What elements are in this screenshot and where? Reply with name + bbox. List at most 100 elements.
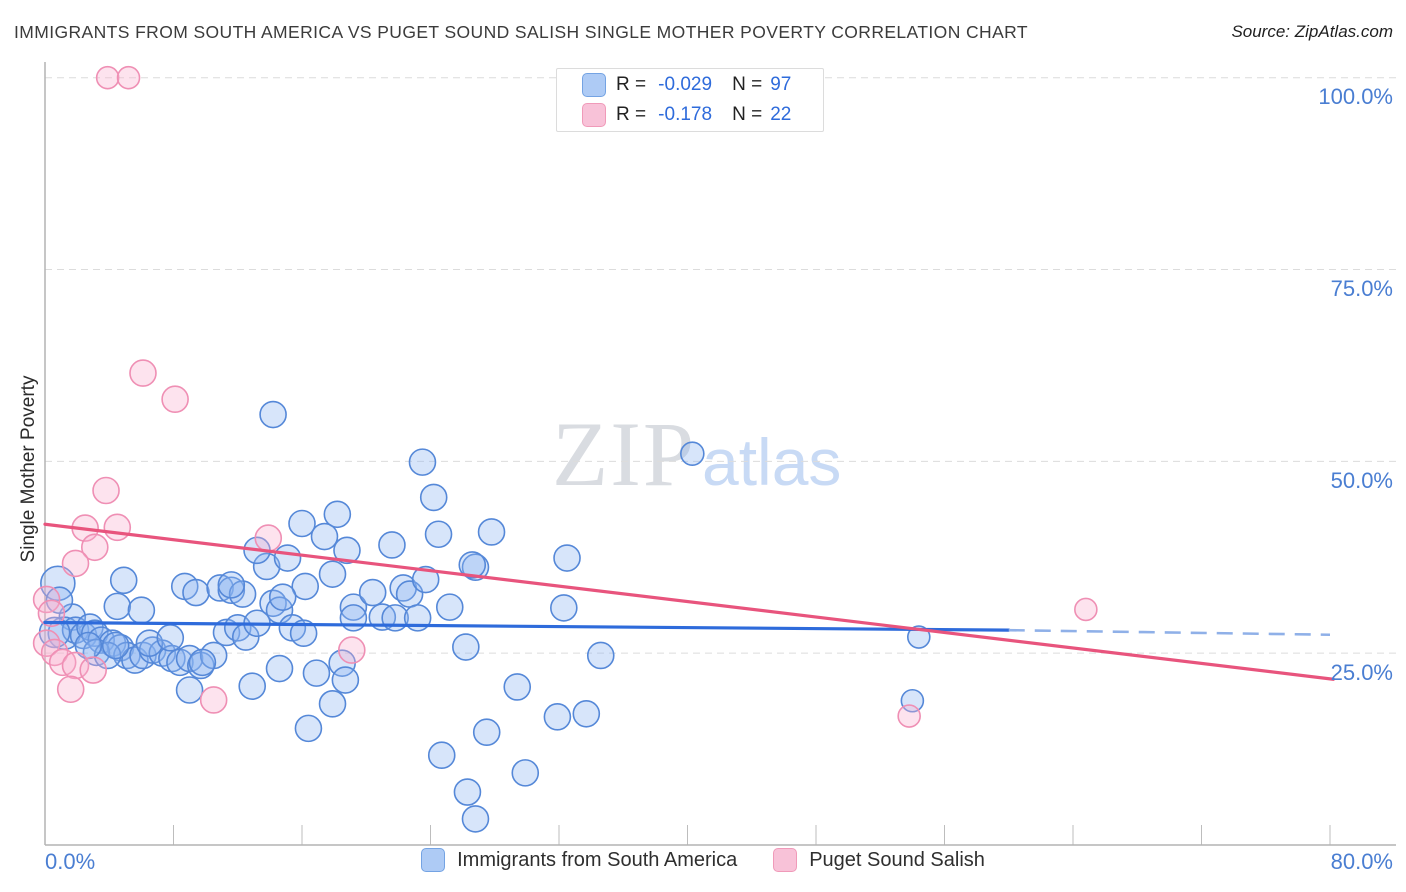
scatter-point-immigrants[interactable] (302, 659, 331, 687)
scatter-point-immigrants[interactable] (586, 641, 615, 670)
scatter-point-salish[interactable] (897, 704, 921, 728)
scatter-point-immigrants[interactable] (572, 699, 601, 728)
scatter-point-immigrants[interactable] (268, 583, 297, 611)
scatter-point-immigrants[interactable] (103, 592, 132, 621)
scatter-point-immigrants[interactable] (452, 633, 480, 661)
scatter-point-immigrants[interactable] (291, 572, 320, 601)
scatter-point-immigrants[interactable] (228, 580, 257, 608)
y-tick-label-100: 100.0% (1318, 84, 1393, 109)
n-label: N = (732, 74, 763, 95)
scatter-point-immigrants[interactable] (333, 536, 361, 565)
scatter-point-immigrants[interactable] (511, 759, 540, 787)
legend-item-salish: Puget Sound Salish (773, 848, 985, 872)
scatter-point-immigrants[interactable] (543, 703, 572, 731)
scatter-point-immigrants[interactable] (339, 593, 368, 621)
scatter-point-immigrants[interactable] (135, 629, 164, 658)
scatter-point-immigrants[interactable] (472, 718, 501, 747)
scatter-point-salish[interactable] (1074, 597, 1098, 622)
source-attribution: Source: ZipAtlas.com (1231, 22, 1393, 41)
scatter-point-immigrants[interactable] (427, 741, 456, 770)
scatter-point-immigrants[interactable] (411, 565, 440, 594)
scatter-point-immigrants[interactable] (503, 673, 532, 701)
scatter-point-salish[interactable] (80, 533, 109, 562)
scatter-point-salish[interactable] (95, 65, 120, 90)
scatter-point-salish[interactable] (129, 359, 157, 387)
scatter-point-immigrants[interactable] (182, 578, 210, 607)
scatter-point-immigrants[interactable] (318, 560, 347, 588)
scatter-point-salish[interactable] (37, 599, 66, 628)
scatter-point-immigrants[interactable] (323, 500, 352, 529)
scatter-point-salish[interactable] (161, 385, 189, 413)
y-tick-label-25: 25.0% (1330, 660, 1393, 685)
scatter-point-immigrants[interactable] (900, 688, 925, 713)
scatter-point-immigrants[interactable] (259, 400, 287, 429)
scatter-point-salish[interactable] (61, 549, 90, 578)
trend-line-blue-dashed-extension (1008, 628, 1331, 637)
scatter-point-salish[interactable] (337, 636, 366, 664)
r-label: R = (616, 104, 647, 125)
scatter-point-immigrants[interactable] (358, 578, 387, 607)
scatter-point-salish[interactable] (56, 675, 85, 704)
scatter-point-immigrants[interactable] (294, 714, 323, 743)
scatter-point-immigrants[interactable] (331, 666, 360, 694)
legend-row-immigrants: R = -0.029 N = 97 (582, 73, 823, 97)
scatter-point-immigrants[interactable] (680, 441, 705, 466)
scatter-point-immigrants[interactable] (339, 604, 368, 632)
legend-label: Puget Sound Salish (809, 848, 985, 871)
n-value-pink: 22 (770, 104, 792, 125)
scatter-point-immigrants[interactable] (206, 574, 234, 602)
scatter-point-immigrants[interactable] (252, 552, 281, 581)
n-value-blue: 97 (770, 74, 792, 95)
r-label: R = (616, 74, 647, 95)
trend-line-pink (43, 522, 1335, 681)
page-title: IMMIGRANTS FROM SOUTH AMERICA VS PUGET S… (14, 22, 1028, 42)
legend-swatch-pink (773, 848, 798, 872)
scatter-point-immigrants[interactable] (424, 520, 453, 549)
x-tick-label-0: 0.0% (45, 849, 96, 874)
scatter-point-immigrants[interactable] (238, 672, 267, 700)
legend-item-immigrants: Immigrants from South America (421, 848, 737, 872)
scatter-point-immigrants[interactable] (175, 676, 204, 704)
scatter-point-salish[interactable] (254, 524, 283, 552)
scatter-point-immigrants[interactable] (289, 619, 318, 648)
r-value-blue: -0.029 (658, 74, 713, 95)
x-tick-label-80: 80.0% (1330, 849, 1393, 874)
scatter-point-immigrants[interactable] (461, 805, 490, 833)
scatter-point-immigrants[interactable] (127, 596, 156, 625)
scatter-point-immigrants[interactable] (477, 518, 506, 546)
scatter-point-salish[interactable] (61, 651, 90, 680)
scatter-point-immigrants[interactable] (288, 509, 316, 538)
legend-label: Immigrants from South America (457, 848, 738, 871)
scatter-point-immigrants[interactable] (310, 522, 339, 551)
scatter-point-immigrants[interactable] (265, 654, 294, 683)
scatter-point-immigrants[interactable] (550, 594, 578, 622)
scatter-point-immigrants[interactable] (156, 624, 185, 652)
scatter-point-immigrants[interactable] (101, 631, 130, 660)
scatter-point-immigrants[interactable] (453, 778, 482, 806)
scatter-point-salish[interactable] (199, 686, 228, 714)
n-label: N = (732, 104, 763, 125)
scatter-point-immigrants[interactable] (217, 571, 246, 599)
scatter-point-immigrants[interactable] (408, 448, 437, 476)
scatter-point-immigrants[interactable] (318, 690, 347, 718)
series-legend: Immigrants from South America Puget Soun… (0, 848, 1406, 872)
legend-swatch-blue (421, 848, 446, 872)
legend-swatch-blue (582, 73, 606, 97)
scatter-point-immigrants[interactable] (378, 531, 406, 559)
scatter-point-salish[interactable] (116, 65, 141, 90)
y-axis-title: Single Mother Poverty (18, 375, 39, 563)
scatter-point-immigrants[interactable] (458, 551, 487, 579)
scatter-point-immigrants[interactable] (419, 483, 448, 512)
scatter-point-salish[interactable] (79, 656, 107, 684)
legend-row-salish: R = -0.178 N = 22 (582, 103, 823, 127)
scatter-point-immigrants[interactable] (109, 566, 138, 595)
trend-line-blue (43, 620, 1011, 632)
scatter-point-salish[interactable] (103, 513, 132, 542)
scatter-point-salish[interactable] (92, 476, 120, 505)
y-tick-label-50: 50.0% (1330, 468, 1393, 493)
scatter-point-immigrants[interactable] (273, 544, 302, 572)
scatter-point-immigrants[interactable] (553, 544, 581, 572)
scatter-point-immigrants[interactable] (188, 648, 217, 677)
scatter-point-immigrants[interactable] (435, 593, 464, 621)
